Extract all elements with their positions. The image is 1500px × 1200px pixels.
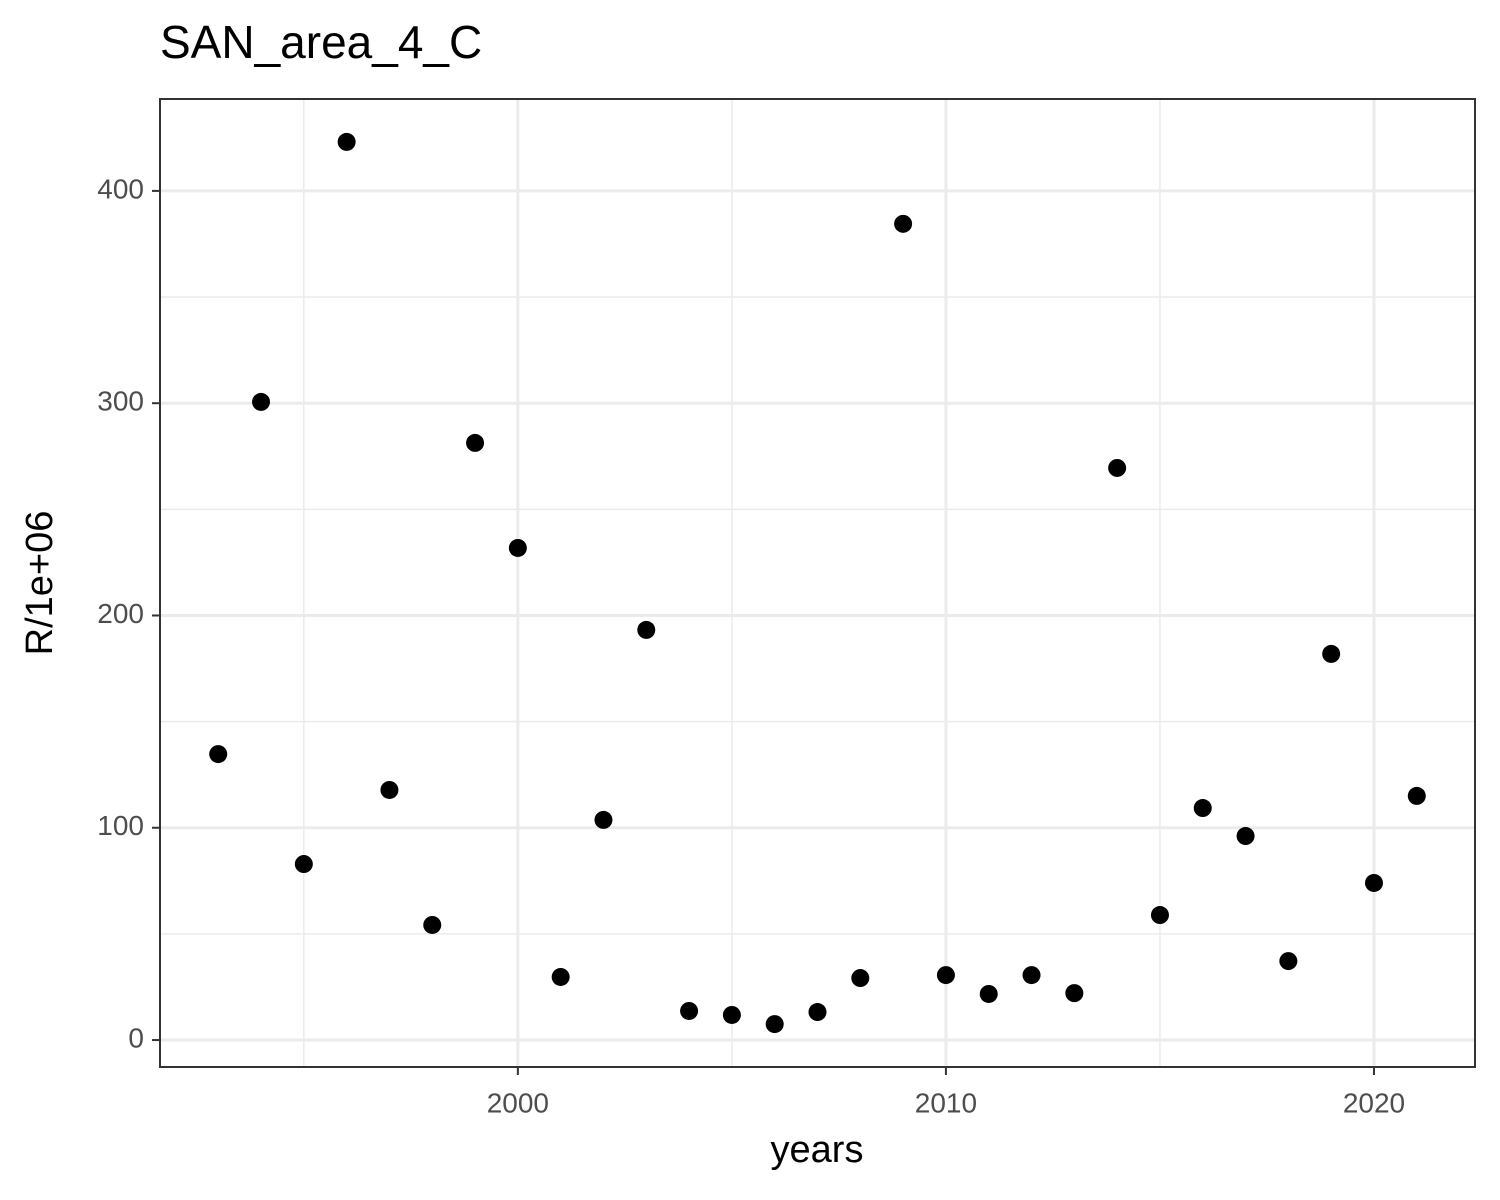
point: [209, 745, 228, 764]
y-tick-label: 400: [97, 173, 144, 204]
x-tick-label: 2010: [915, 1087, 977, 1118]
point: [1279, 952, 1298, 971]
y-tick-label: 0: [128, 1022, 144, 1053]
point: [252, 392, 271, 411]
point: [1193, 799, 1212, 818]
point: [466, 433, 485, 452]
point: [979, 984, 998, 1003]
point: [508, 538, 527, 557]
point: [594, 810, 613, 829]
chart-title: SAN_area_4_C: [160, 16, 482, 68]
point: [765, 1015, 784, 1034]
point: [1150, 906, 1169, 925]
point: [1022, 966, 1041, 985]
y-axis-label: R/1e+06: [19, 511, 61, 656]
point: [423, 915, 442, 934]
y-tick-label: 100: [97, 810, 144, 841]
point: [894, 214, 913, 233]
point: [1322, 644, 1341, 663]
point: [680, 1001, 699, 1020]
point: [722, 1005, 741, 1024]
y-tick-label: 200: [97, 598, 144, 629]
point: [1236, 827, 1255, 846]
x-tick-label: 2020: [1343, 1087, 1405, 1118]
point: [936, 966, 955, 985]
x-tick-label: 2000: [487, 1087, 549, 1118]
point: [337, 132, 356, 151]
point: [637, 620, 656, 639]
point: [1364, 873, 1383, 892]
point: [808, 1003, 827, 1022]
plot-border: [159, 98, 1476, 1068]
point: [1065, 984, 1084, 1003]
point: [1407, 786, 1426, 805]
point: [551, 967, 570, 986]
point: [1108, 458, 1127, 477]
x-axis-label: years: [771, 1129, 864, 1171]
y-tick-label: 300: [97, 386, 144, 417]
point: [380, 780, 399, 799]
point: [294, 855, 313, 874]
point: [851, 969, 870, 988]
